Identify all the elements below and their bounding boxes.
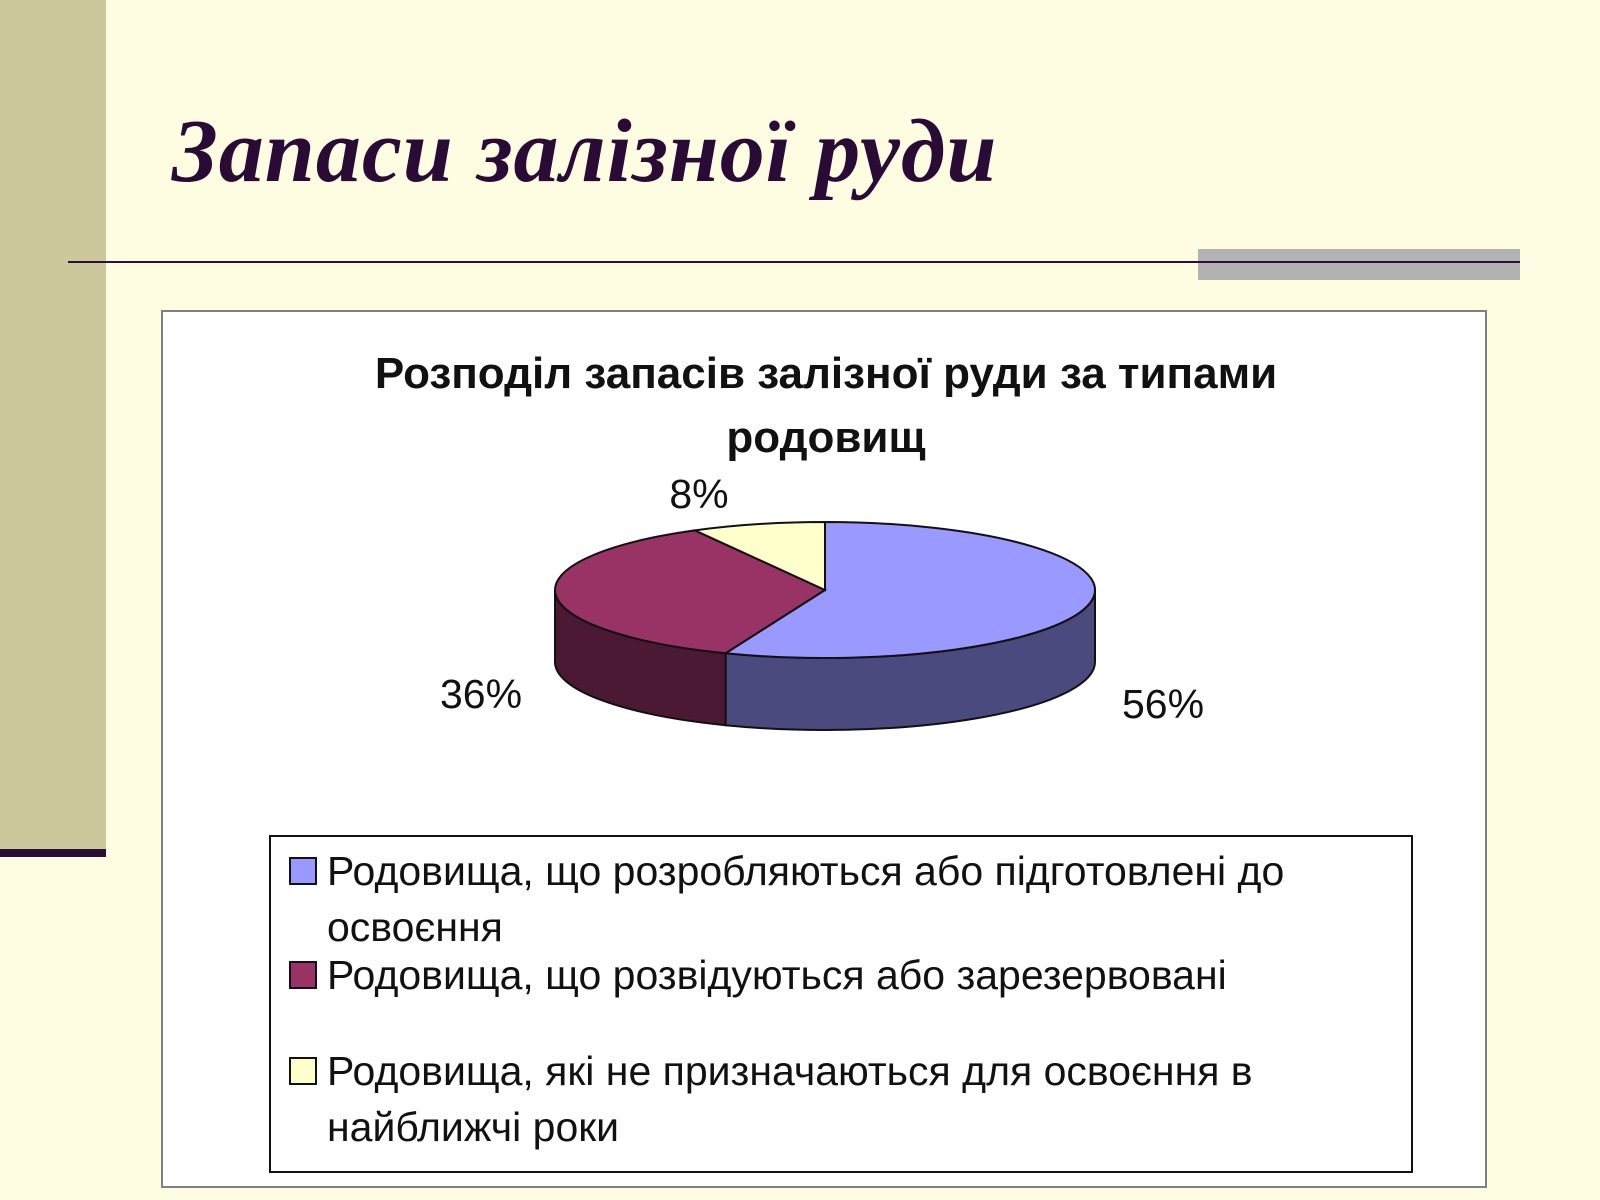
title-accent-line — [1198, 261, 1520, 263]
legend-swatch-explored — [289, 961, 317, 989]
slide-title: Запаси залізної руди — [172, 102, 998, 201]
pie-label-developed: 56% — [1122, 681, 1204, 727]
legend-item-developed: Родовища, що розробляються або підготовл… — [289, 843, 1407, 955]
pie-label-explored: 36% — [440, 671, 522, 717]
chart-title-line-2: родовищ — [726, 413, 926, 462]
pie-label-not-planned: 8% — [669, 471, 728, 517]
title-rule — [68, 261, 1518, 263]
legend-label-explored: Родовища, що розвідуються або зарезервов… — [327, 952, 1227, 998]
chart-title-line-1: Розподіл запасів залізної руди за типами — [374, 349, 1278, 398]
side-bar-edge — [0, 849, 106, 857]
side-bar — [0, 0, 106, 855]
chart-title: Розподіл запасів залізної руди за типами… — [163, 342, 1489, 470]
legend-swatch-developed — [289, 857, 317, 885]
pie-slice-not-planned — [691, 520, 826, 592]
pie-slice-developed — [722, 520, 1096, 659]
legend-label-developed: Родовища, що розробляються або підготовл… — [327, 848, 1285, 950]
legend-label-not-planned: Родовища, які не призначаються для освоє… — [327, 1048, 1253, 1150]
chart-frame: Розподіл запасів залізної руди за типами… — [161, 310, 1487, 1188]
legend-item-not-planned: Родовища, які не призначаються для освоє… — [289, 1043, 1407, 1155]
legend-swatch-not-planned — [289, 1057, 317, 1085]
pie-slice-explored — [554, 529, 828, 655]
chart-legend: Родовища, що розробляються або підготовл… — [269, 835, 1413, 1173]
legend-item-explored: Родовища, що розвідуються або зарезервов… — [289, 947, 1407, 1003]
pie-chart: 56% 36% 8% — [440, 471, 1204, 731]
title-accent-bar — [1198, 249, 1520, 280]
